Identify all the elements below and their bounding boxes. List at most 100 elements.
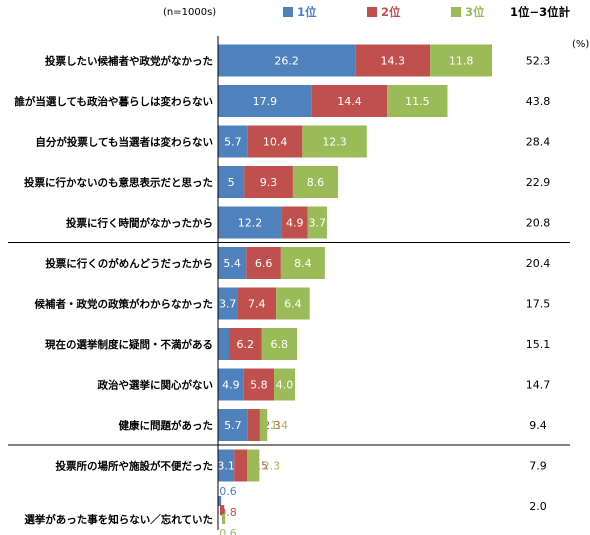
bar-segment bbox=[311, 85, 388, 117]
bar-value-label: 0.6 bbox=[219, 527, 237, 535]
bar-segment bbox=[218, 449, 235, 482]
bar-value-label: 6.2 bbox=[236, 338, 254, 351]
bar-value-label: 1.4 bbox=[270, 419, 288, 432]
bar-segment bbox=[355, 44, 431, 77]
total-value: 20.8 bbox=[526, 217, 551, 230]
total-value: 20.4 bbox=[526, 257, 551, 270]
bar-segment bbox=[218, 368, 244, 401]
legend-label-3: 3位 bbox=[465, 5, 485, 19]
bar-value-label: 11.5 bbox=[405, 95, 430, 108]
category-label: 誰が当選しても政治や暮らしは変わらない bbox=[14, 95, 213, 108]
bar-value-label: 8.6 bbox=[307, 176, 325, 189]
bar-value-label: 26.2 bbox=[274, 55, 299, 68]
bar-segment bbox=[222, 514, 226, 524]
bar-segment bbox=[247, 409, 260, 441]
category-label: 政治や選挙に関心がない bbox=[98, 379, 214, 392]
bar-segment bbox=[229, 328, 262, 360]
bar-value-label: 9.3 bbox=[260, 176, 278, 189]
bar-value-label: 12.3 bbox=[322, 136, 347, 149]
category-label: 健康に問題があった bbox=[119, 419, 214, 432]
bar-segment bbox=[218, 85, 312, 117]
bar-value-label: 8.4 bbox=[294, 257, 312, 270]
bar-segment bbox=[247, 125, 303, 158]
total-value: 17.5 bbox=[526, 298, 551, 311]
category-label: 選挙があった事を知らない／忘れていた bbox=[24, 513, 213, 526]
bar-segment bbox=[247, 449, 260, 482]
bar-segment bbox=[234, 449, 248, 482]
total-value: 15.1 bbox=[526, 338, 551, 351]
separator-lines bbox=[8, 36, 570, 530]
bar-value-label: 4.9 bbox=[286, 217, 304, 230]
bar-value-label: 17.9 bbox=[253, 95, 278, 108]
bar-value-label: 14.3 bbox=[380, 55, 405, 68]
legend: 1位 2位 3位 bbox=[283, 5, 485, 19]
bar-segment bbox=[281, 206, 308, 239]
bars-group: 26.2 14.3 11.8 17.9 14.4 11.5 5.7 10.4 12.3 5 9.3 8… bbox=[217, 44, 492, 535]
bar-value-label: 6.4 bbox=[284, 298, 302, 311]
category-label: 投票に行かないのも意思表示だと思った bbox=[24, 176, 213, 189]
category-label: 投票に行く時間がなかったから bbox=[66, 217, 213, 230]
bar-value-label: 0.6 bbox=[219, 485, 237, 498]
bar-segment bbox=[244, 166, 293, 198]
total-values: 52.3 43.8 28.4 22.9 20.8 20.4 17.5 15.1 14.7 9.4 7… bbox=[526, 55, 551, 514]
bar-value-label: 5 bbox=[228, 176, 235, 189]
total-value: 28.4 bbox=[526, 136, 551, 149]
bar-segment bbox=[220, 505, 225, 515]
bar-value-label: 5.8 bbox=[250, 379, 268, 392]
bar-value-label: 5.4 bbox=[223, 257, 241, 270]
bar-segment bbox=[280, 247, 325, 279]
bar-value-label: 5.7 bbox=[224, 136, 242, 149]
category-label: 投票所の場所や施設が不便だった bbox=[56, 460, 214, 473]
legend-label-1: 1位 bbox=[297, 5, 317, 19]
bar-value-label: 3.7 bbox=[309, 217, 327, 230]
bar-value-label: 2.3 bbox=[263, 460, 281, 473]
bar-segment bbox=[274, 368, 296, 401]
category-labels: 投票したい候補者や政党がなかった誰が当選しても政治や暮らしは変わらない自分が投票… bbox=[14, 55, 213, 527]
bar-segment bbox=[218, 206, 282, 239]
bar-segment bbox=[218, 409, 248, 441]
bar-value-label: 4.9 bbox=[222, 379, 240, 392]
bar-value-label: 12.2 bbox=[238, 217, 263, 230]
bar-segment bbox=[218, 166, 245, 198]
total-value: 43.8 bbox=[526, 95, 551, 108]
unit-label: (%) bbox=[572, 39, 589, 50]
bar-segment bbox=[218, 247, 247, 279]
bar-value-label: 6.6 bbox=[255, 257, 273, 270]
bar-value-label: 2.3 bbox=[263, 419, 281, 432]
bar-segment bbox=[218, 328, 230, 360]
total-value: 22.9 bbox=[526, 176, 551, 189]
category-label: 投票に行くのがめんどうだったから bbox=[45, 257, 213, 270]
bar-segment bbox=[243, 368, 275, 401]
bar-value-label: 4.0 bbox=[276, 379, 294, 392]
bar-segment bbox=[387, 85, 448, 117]
bar-value-label: 7.4 bbox=[248, 298, 266, 311]
legend-swatch-3 bbox=[451, 7, 461, 17]
legend-swatch-2 bbox=[367, 7, 377, 17]
bar-segment bbox=[276, 287, 310, 320]
category-label: 投票したい候補者や政党がなかった bbox=[45, 55, 213, 68]
bar-segment bbox=[218, 496, 222, 506]
category-label: 現在の選挙制度に疑問・不満がある bbox=[45, 338, 213, 351]
bar-segment bbox=[430, 44, 492, 77]
total-value: 7.9 bbox=[529, 460, 547, 473]
legend-swatch-1 bbox=[283, 7, 293, 17]
bar-value-label: 3.7 bbox=[219, 298, 237, 311]
category-label: 自分が投票しても当選者は変わらない bbox=[35, 136, 213, 149]
total-value: 52.3 bbox=[526, 55, 551, 68]
bar-segment bbox=[261, 328, 298, 360]
sample-size-note: (n=1000s) bbox=[163, 7, 216, 18]
total-value: 2.0 bbox=[529, 500, 547, 513]
category-label: 候補者・政党の政策がわからなかった bbox=[35, 298, 214, 311]
total-column-header: 1位−3位計 bbox=[510, 5, 571, 19]
bar-segment bbox=[307, 206, 327, 239]
legend-label-2: 2位 bbox=[381, 5, 401, 19]
bar-value-label: 11.8 bbox=[449, 55, 474, 68]
bar-value-label: 6.8 bbox=[271, 338, 289, 351]
bar-segment bbox=[259, 409, 268, 441]
bar-segment bbox=[218, 125, 248, 158]
bar-segment bbox=[302, 125, 367, 158]
total-value: 9.4 bbox=[529, 419, 547, 432]
bar-value-label: 3.1 bbox=[217, 460, 235, 473]
bar-value-label: 10.4 bbox=[263, 136, 288, 149]
